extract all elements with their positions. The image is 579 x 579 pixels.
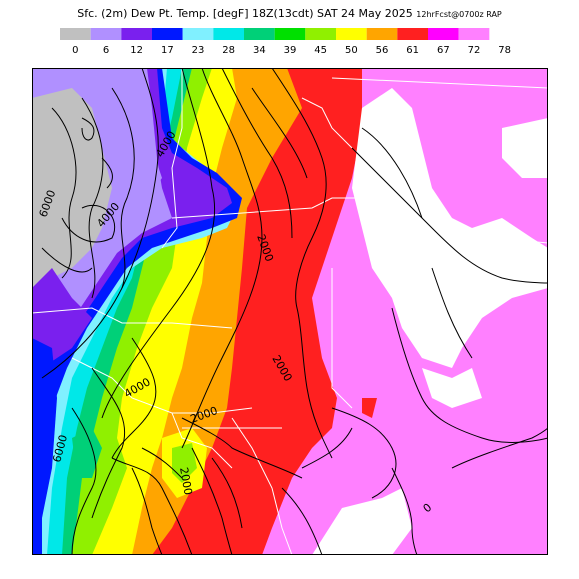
contour-label: 2000 [177,466,195,496]
legend-tick-label: 23 [192,45,205,56]
legend-swatch [397,28,428,40]
terrain-contours [41,68,548,555]
legend-swatch [213,28,244,40]
legend-tick-label: 6 [103,45,109,56]
contour-label: 0 [421,501,435,515]
legend-swatch [274,28,306,40]
legend-swatch [244,28,275,40]
legend-swatch [182,28,214,40]
legend-tick-label: 17 [161,45,174,56]
dewpoint-map[interactable]: 6000 4000 2000 4000 2000 2000 6000 2000 … [32,68,548,555]
title-run: 12hrFcst@0700z RAP [416,10,502,19]
map-title: Sfc. (2m) Dew Pt. Temp. [degF] 18Z(13cdt… [0,7,579,20]
legend-tick-label: 78 [498,45,511,56]
legend-tick-label: 61 [406,45,419,56]
map-frame [32,68,548,555]
legend-swatch [336,28,367,40]
legend-tick-label: 72 [468,45,481,56]
dewpoint-fill [32,68,548,555]
legend-swatch [305,28,336,40]
legend-tick-label: 45 [314,45,327,56]
title-main: Sfc. (2m) Dew Pt. Temp. [degF] 18Z(13cdt… [77,7,413,20]
legend-swatch [458,28,490,40]
color-legend: 0 6 12 17 23 28 34 39 45 50 56 61 67 72 78 [60,28,511,56]
legend-tick-label: 56 [376,45,389,56]
state-boundaries [32,68,548,555]
legend-tick-label: 67 [437,45,450,56]
legend-tick-label: 34 [253,45,266,56]
legend-swatch [428,28,459,40]
legend-tick-label: 0 [72,45,78,56]
legend-swatch [152,28,183,40]
legend-tick-label: 28 [222,45,235,56]
legend-tick-label: 12 [130,45,143,56]
legend-tick-label: 39 [284,45,297,56]
legend-swatch [60,28,91,40]
legend-swatch [121,28,152,40]
legend-swatch [90,28,122,40]
legend-tick-label: 50 [345,45,358,56]
contour-labels: 6000 4000 2000 4000 2000 2000 6000 2000 … [37,129,435,516]
legend-swatch [366,28,398,40]
